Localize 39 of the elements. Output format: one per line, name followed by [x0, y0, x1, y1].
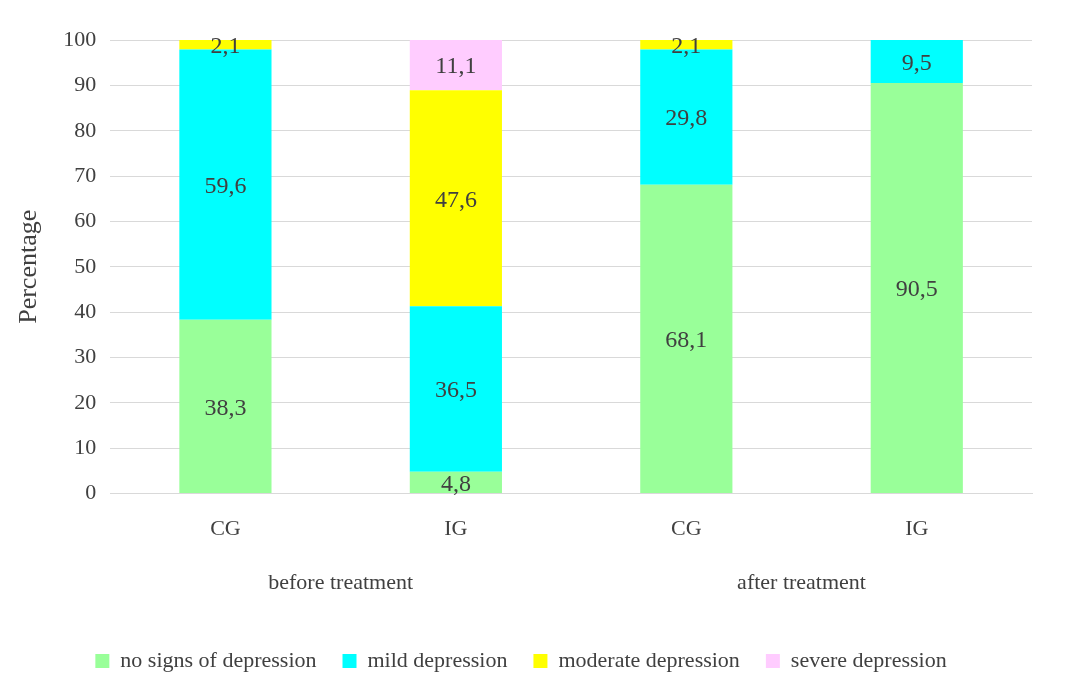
text: after treatment [737, 569, 866, 595]
bar [870, 83, 963, 494]
bar [409, 306, 502, 472]
x-tick-label: CG [671, 514, 702, 540]
bar [640, 184, 733, 494]
bar [870, 40, 963, 84]
x-tick-label: CG [210, 514, 241, 540]
y-tick-label: 70 [74, 161, 97, 187]
y-tick-label: 90 [74, 71, 97, 97]
bar [409, 90, 502, 307]
y-tick-label: 30 [74, 343, 97, 369]
data-label: 68,1 [665, 326, 708, 353]
x-tick-label: IG [905, 514, 929, 540]
data-label: 38,3 [204, 393, 247, 420]
data-label: 59,6 [204, 172, 247, 198]
y-tick-label: 20 [74, 388, 97, 414]
y-axis-title: Percentage [13, 209, 43, 324]
legend-label: moderate depression [558, 646, 740, 672]
y-tick-label: 80 [74, 116, 97, 142]
legend-label: no signs of depression [120, 646, 317, 672]
data-label: 11,1 [435, 52, 477, 79]
x-tick-label: IG [444, 514, 468, 540]
bar [179, 319, 272, 494]
data-label: 90,5 [895, 275, 938, 302]
data-label: 47,6 [434, 185, 477, 212]
y-tick-label: 10 [74, 434, 97, 460]
y-tick-label: 100 [63, 25, 97, 51]
data-label: 9,5 [901, 48, 932, 75]
legend-label: severe depression [790, 646, 947, 672]
legend-label: mild depression [367, 646, 508, 672]
bar [409, 40, 502, 91]
y-tick-label: 0 [85, 479, 97, 505]
text: before treatment [268, 569, 414, 595]
data-label: 4,8 [440, 469, 471, 496]
data-label: 36,5 [434, 376, 477, 403]
data-label: 29,8 [665, 104, 708, 131]
y-tick-label: 60 [74, 207, 97, 233]
y-tick-label: 50 [74, 252, 97, 278]
y-tick-label: 40 [74, 297, 97, 323]
